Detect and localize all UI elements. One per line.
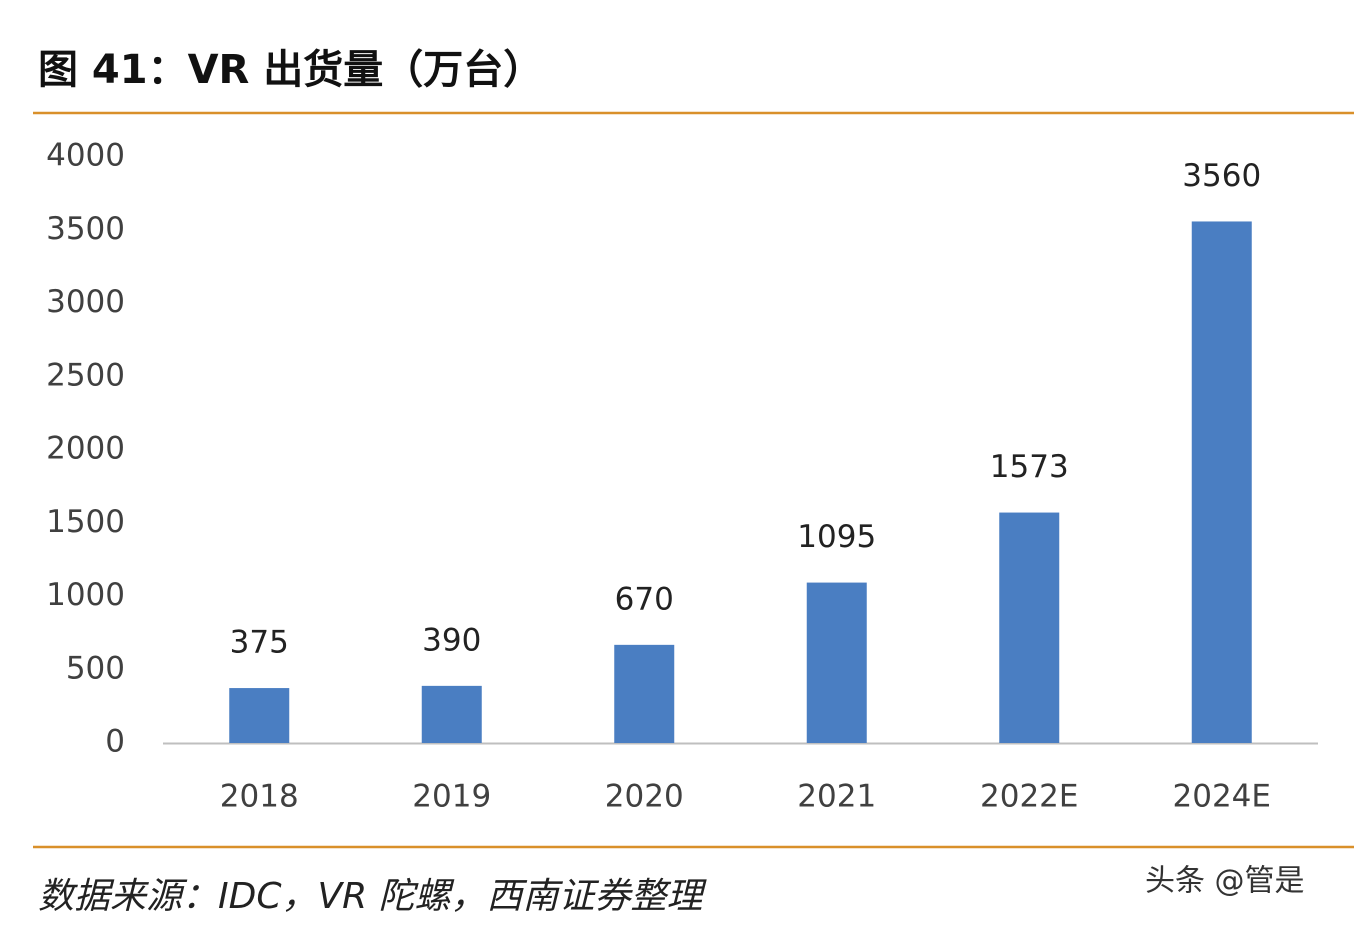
bar xyxy=(1191,221,1252,743)
value-label: 670 xyxy=(615,581,674,617)
x-tick-label: 2022E xyxy=(980,779,1078,815)
value-label: 1573 xyxy=(990,449,1069,485)
x-tick-label: 2021 xyxy=(797,779,876,815)
source-note: 数据来源：IDC，VR 陀螺，西南证券整理 xyxy=(38,876,708,917)
y-tick-label: 0 xyxy=(105,724,125,760)
bar xyxy=(421,685,482,743)
bar xyxy=(999,512,1060,743)
y-tick-label: 2500 xyxy=(46,357,125,393)
y-tick-label: 1500 xyxy=(46,504,125,540)
bar xyxy=(806,582,867,743)
y-tick-label: 4000 xyxy=(46,138,125,174)
value-label: 390 xyxy=(422,622,481,658)
y-tick-label: 2000 xyxy=(46,431,125,467)
x-tick-label: 2024E xyxy=(1173,779,1271,815)
watermark: 头条 @管是 xyxy=(1145,864,1305,899)
x-tick-label: 2018 xyxy=(220,779,299,815)
bar xyxy=(614,644,675,743)
x-tick-label: 2020 xyxy=(605,779,684,815)
value-label: 3560 xyxy=(1182,158,1261,194)
value-label: 1095 xyxy=(797,519,876,555)
value-label: 375 xyxy=(230,625,289,661)
bar xyxy=(229,688,290,743)
y-tick-label: 3500 xyxy=(46,211,125,247)
x-tick-label: 2019 xyxy=(412,779,491,815)
chart-title: 图 41：VR 出货量（万台） xyxy=(38,47,543,93)
y-tick-label: 1000 xyxy=(46,577,125,613)
y-tick-label: 3000 xyxy=(46,284,125,320)
y-tick-label: 500 xyxy=(66,650,125,686)
